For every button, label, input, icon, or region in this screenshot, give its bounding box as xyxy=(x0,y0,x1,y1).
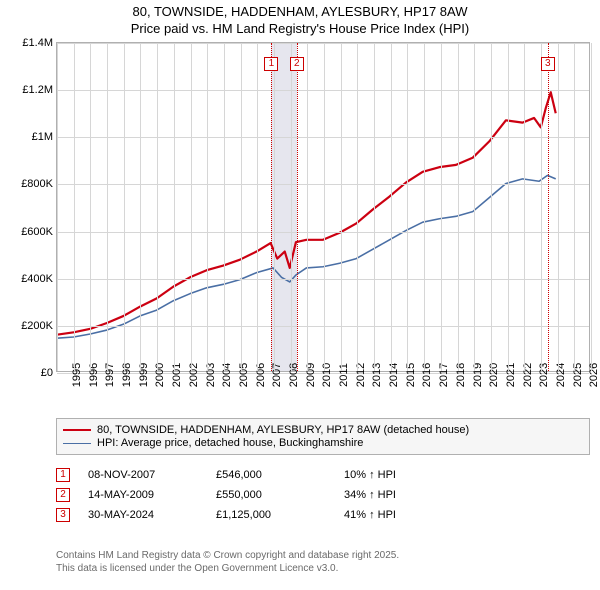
event-price: £546,000 xyxy=(216,469,326,481)
event-row: 2 14-MAY-2009 £550,000 34% ↑ HPI xyxy=(56,488,590,502)
grid-line-v xyxy=(174,43,175,371)
grid-line-v xyxy=(357,43,358,371)
grid-line-v xyxy=(307,43,308,371)
chart-title: 80, TOWNSIDE, HADDENHAM, AYLESBURY, HP17… xyxy=(0,0,600,38)
grid-line-v xyxy=(140,43,141,371)
grid-line-h xyxy=(57,43,589,44)
legend: 80, TOWNSIDE, HADDENHAM, AYLESBURY, HP17… xyxy=(56,418,590,455)
grid-line-h xyxy=(57,232,589,233)
event-price: £1,125,000 xyxy=(216,509,326,521)
y-axis-label: £1.2M xyxy=(22,84,53,96)
grid-line-v xyxy=(474,43,475,371)
event-num: 3 xyxy=(56,508,70,522)
title-line2: Price paid vs. HM Land Registry's House … xyxy=(0,21,600,38)
grid-line-v xyxy=(90,43,91,371)
grid-line-v xyxy=(191,43,192,371)
grid-line-v xyxy=(591,43,592,371)
event-marker: 1 xyxy=(264,57,278,71)
legend-label: HPI: Average price, detached house, Buck… xyxy=(97,437,363,449)
grid-line-v xyxy=(424,43,425,371)
grid-line-v xyxy=(458,43,459,371)
chart-container: 80, TOWNSIDE, HADDENHAM, AYLESBURY, HP17… xyxy=(0,0,600,590)
grid-line-v xyxy=(374,43,375,371)
y-axis-label: £1M xyxy=(32,131,53,143)
events-table: 1 08-NOV-2007 £546,000 10% ↑ HPI 2 14-MAY-200… xyxy=(56,462,590,528)
grid-line-v xyxy=(574,43,575,371)
y-axis-label: £0 xyxy=(41,367,53,379)
grid-line-v xyxy=(508,43,509,371)
grid-line-h xyxy=(57,279,589,280)
grid-line-v xyxy=(291,43,292,371)
y-axis-label: £400K xyxy=(21,273,53,285)
grid-line-v xyxy=(224,43,225,371)
event-date: 30-MAY-2024 xyxy=(88,509,198,521)
y-axis-label: £1.4M xyxy=(22,37,53,49)
grid-line-v xyxy=(207,43,208,371)
event-num: 1 xyxy=(56,468,70,482)
event-marker: 2 xyxy=(290,57,304,71)
event-line xyxy=(548,43,549,371)
event-date: 14-MAY-2009 xyxy=(88,489,198,501)
event-price: £550,000 xyxy=(216,489,326,501)
event-pct: 10% ↑ HPI xyxy=(344,469,464,481)
event-row: 1 08-NOV-2007 £546,000 10% ↑ HPI xyxy=(56,468,590,482)
event-pct: 34% ↑ HPI xyxy=(344,489,464,501)
grid-line-h xyxy=(57,90,589,91)
grid-line-v xyxy=(274,43,275,371)
series-svg xyxy=(57,43,589,371)
grid-line-v xyxy=(407,43,408,371)
grid-line-v xyxy=(324,43,325,371)
event-num: 2 xyxy=(56,488,70,502)
event-line xyxy=(271,43,272,371)
grid-line-v xyxy=(491,43,492,371)
grid-line-v xyxy=(257,43,258,371)
grid-line-v xyxy=(441,43,442,371)
footer-line2: This data is licensed under the Open Gov… xyxy=(56,563,590,576)
grid-line-h xyxy=(57,184,589,185)
grid-line-v xyxy=(57,43,58,371)
legend-swatch xyxy=(63,429,91,431)
event-pct: 41% ↑ HPI xyxy=(344,509,464,521)
footer-line1: Contains HM Land Registry data © Crown c… xyxy=(56,550,590,563)
legend-swatch xyxy=(63,443,91,444)
grid-line-v xyxy=(157,43,158,371)
y-axis-label: £200K xyxy=(21,320,53,332)
event-marker: 3 xyxy=(541,57,555,71)
grid-line-h xyxy=(57,137,589,138)
grid-line-h xyxy=(57,326,589,327)
grid-line-v xyxy=(124,43,125,371)
grid-line-v xyxy=(558,43,559,371)
grid-line-v xyxy=(241,43,242,371)
title-line1: 80, TOWNSIDE, HADDENHAM, AYLESBURY, HP17… xyxy=(0,4,600,21)
grid-line-v xyxy=(74,43,75,371)
legend-item-hpi: HPI: Average price, detached house, Buck… xyxy=(63,437,583,449)
event-date: 08-NOV-2007 xyxy=(88,469,198,481)
legend-item-price-paid: 80, TOWNSIDE, HADDENHAM, AYLESBURY, HP17… xyxy=(63,424,583,436)
y-axis-label: £800K xyxy=(21,178,53,190)
y-axis-label: £600K xyxy=(21,226,53,238)
x-axis-label: 2027 xyxy=(591,363,600,387)
grid-line-v xyxy=(391,43,392,371)
event-row: 3 30-MAY-2024 £1,125,000 41% ↑ HPI xyxy=(56,508,590,522)
event-line xyxy=(297,43,298,371)
grid-line-v xyxy=(107,43,108,371)
grid-line-v xyxy=(524,43,525,371)
attribution: Contains HM Land Registry data © Crown c… xyxy=(56,550,590,575)
grid-line-v xyxy=(541,43,542,371)
plot-area: £0£200K£400K£600K£800K£1M£1.2M£1.4M19951… xyxy=(56,42,590,372)
legend-label: 80, TOWNSIDE, HADDENHAM, AYLESBURY, HP17… xyxy=(97,424,469,436)
grid-line-v xyxy=(341,43,342,371)
